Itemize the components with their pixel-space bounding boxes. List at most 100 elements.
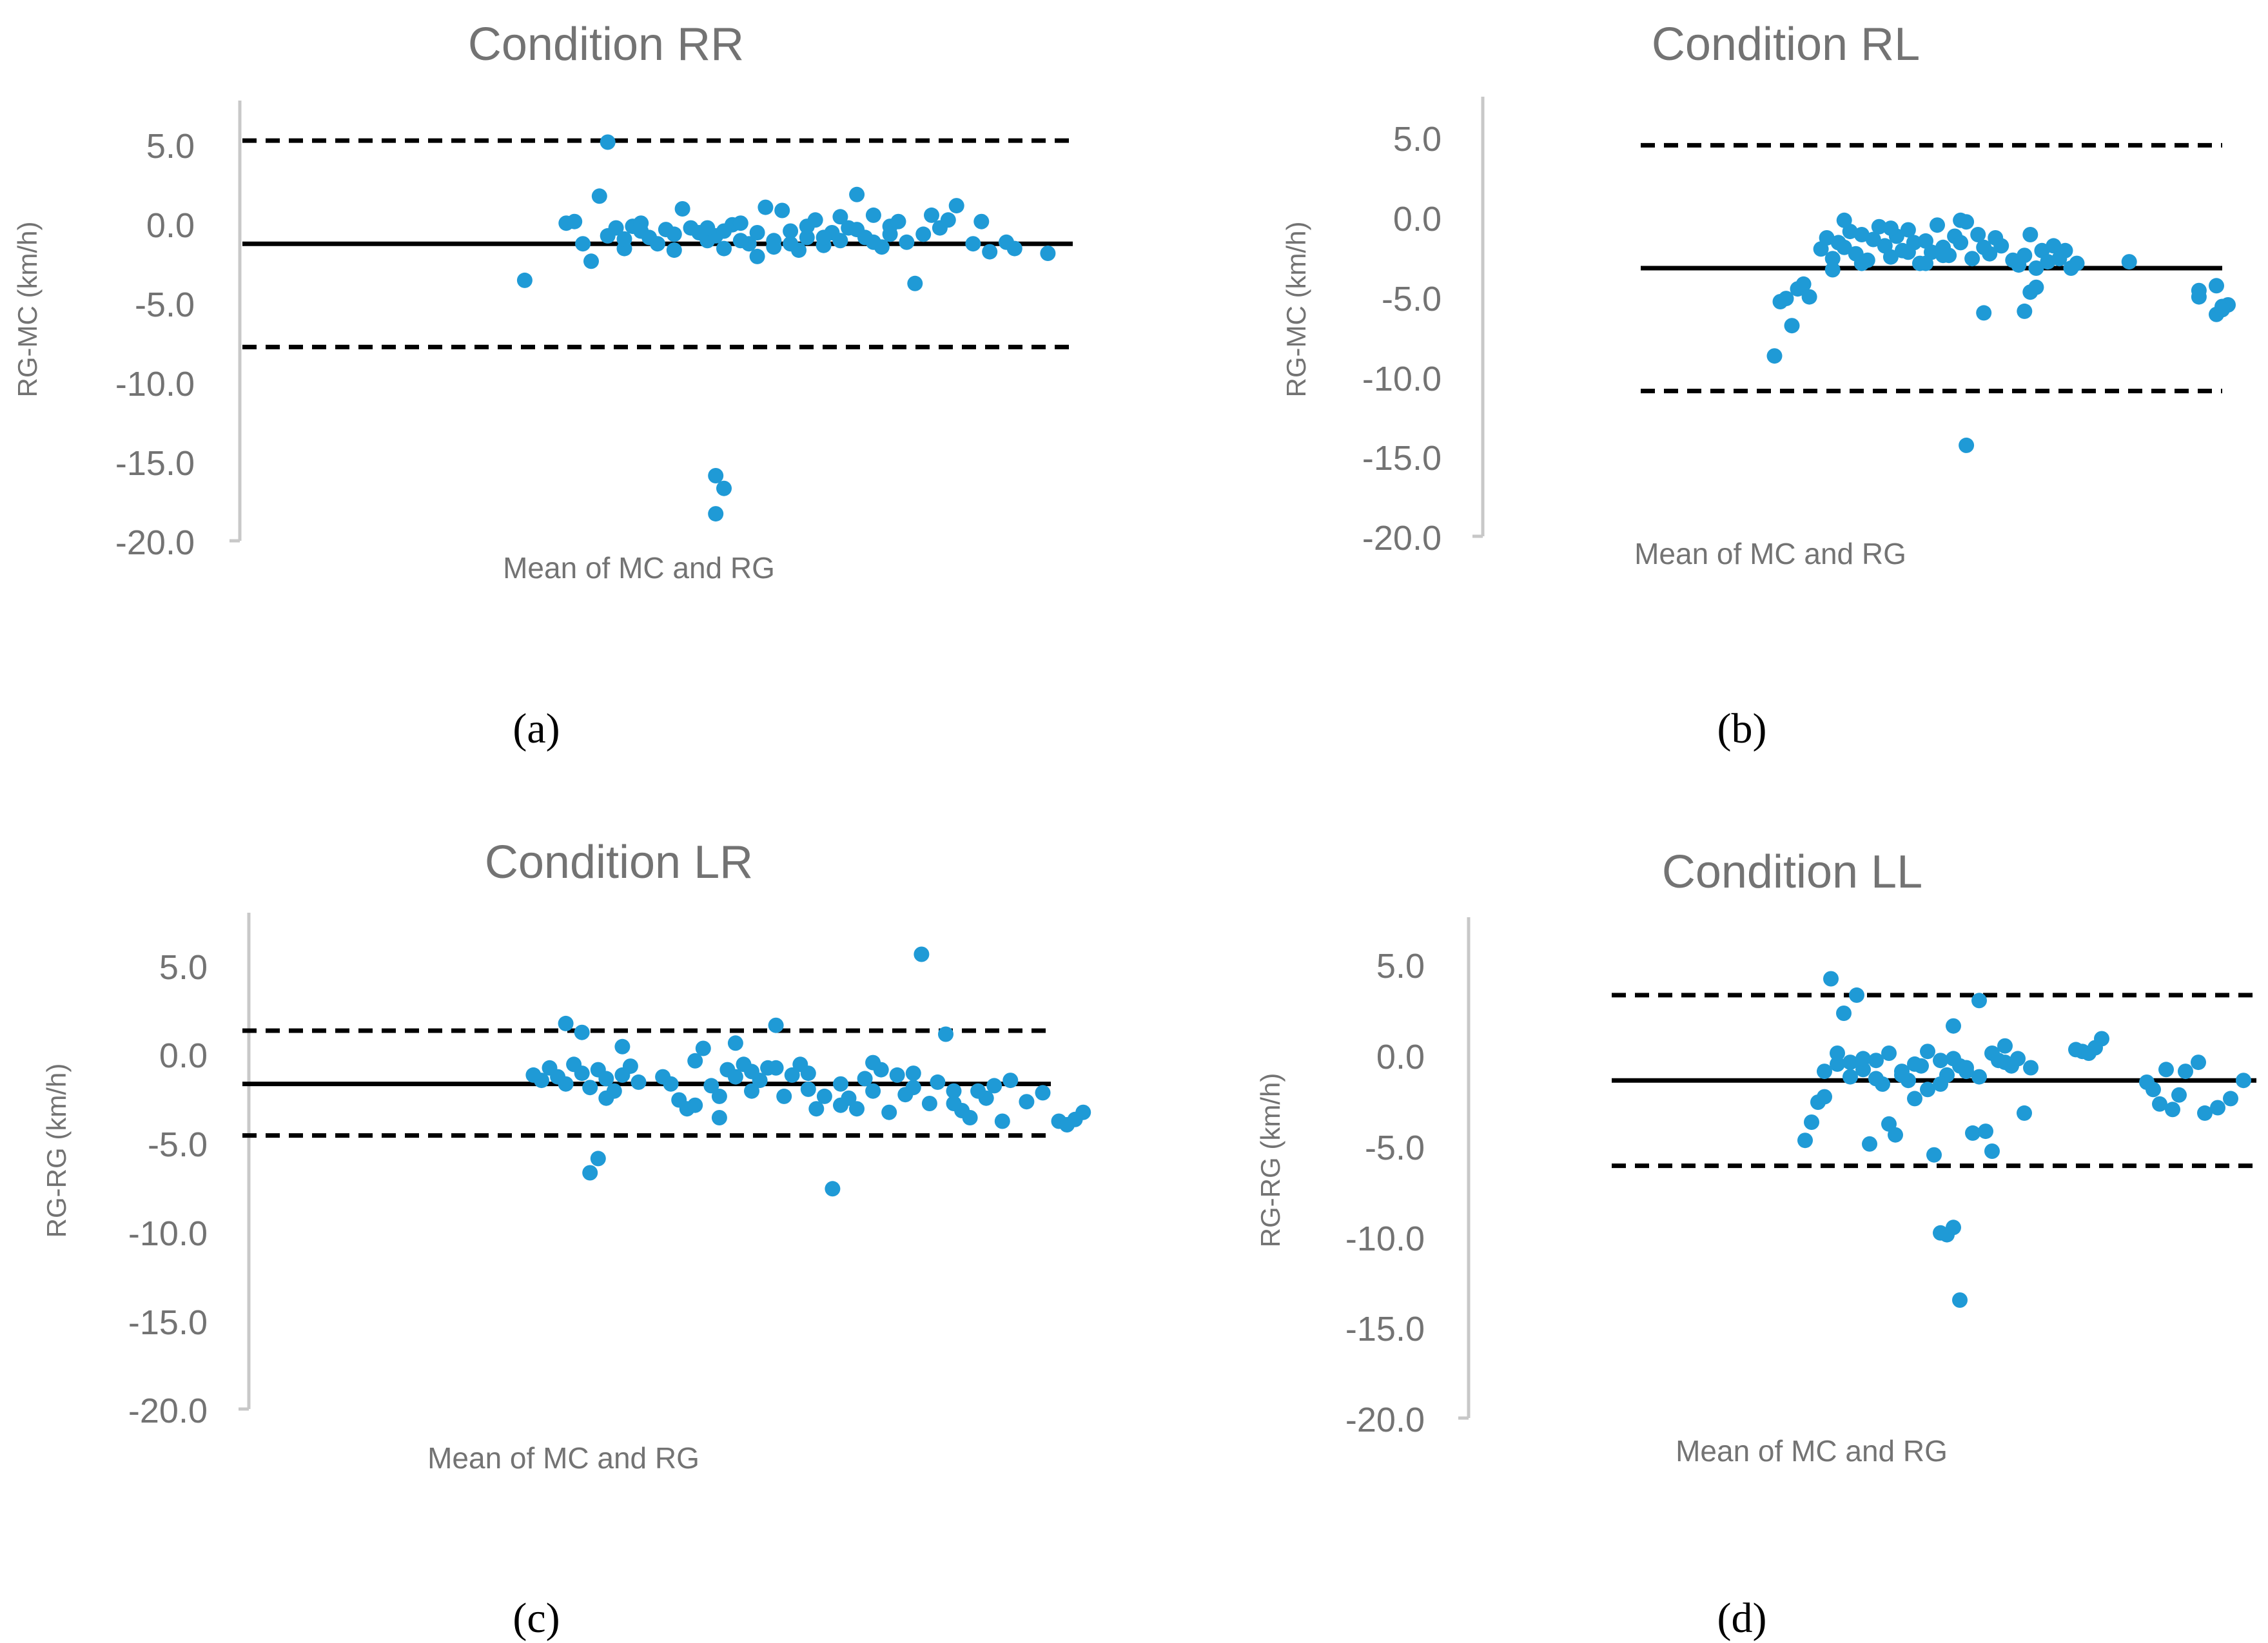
data-point xyxy=(889,1067,905,1083)
chart-title: Condition LR xyxy=(485,837,753,888)
data-point xyxy=(2022,227,2038,242)
data-point xyxy=(1997,1055,2013,1071)
data-point xyxy=(567,213,583,229)
y-tick-label: -5.0 xyxy=(148,1125,208,1164)
x-axis-label: Mean of MC and RG xyxy=(1676,1434,1948,1468)
y-tick-label: -15.0 xyxy=(128,1303,208,1342)
y-tick-label: 5.0 xyxy=(159,948,208,987)
data-point xyxy=(1853,227,1870,242)
y-tick-labels: 5.0 0.0 -5.0 -10.0 -15.0 -20.0 xyxy=(1345,947,1425,1439)
data-point xyxy=(2069,255,2085,271)
data-point xyxy=(674,201,690,217)
data-point xyxy=(687,1097,703,1113)
data-point xyxy=(598,1071,614,1087)
data-point xyxy=(857,1071,873,1087)
data-point xyxy=(1953,212,1969,228)
data-point xyxy=(1855,1051,1871,1067)
data-point xyxy=(1997,1038,2013,1054)
data-point xyxy=(1855,1062,1871,1078)
data-point xyxy=(948,198,964,214)
data-point xyxy=(1817,1089,1832,1105)
plot-marks xyxy=(1641,142,2236,453)
data-point xyxy=(1930,217,1945,233)
data-point xyxy=(1819,230,1835,246)
x-axis-label: Mean of MC and RG xyxy=(427,1441,699,1475)
y-tick-label: -10.0 xyxy=(115,365,195,403)
data-point xyxy=(749,248,765,264)
data-point xyxy=(583,253,599,269)
data-point xyxy=(591,188,607,204)
data-point xyxy=(732,233,748,249)
data-point xyxy=(766,239,782,255)
data-point xyxy=(816,1088,832,1104)
data-point xyxy=(865,1055,881,1071)
data-point xyxy=(1772,294,1788,309)
data-point xyxy=(699,220,716,236)
data-point xyxy=(574,1065,590,1082)
data-point xyxy=(2017,1105,2032,1121)
panel-caption: (b) xyxy=(1717,705,1767,752)
data-point xyxy=(2158,1062,2174,1078)
y-tick-label: -5.0 xyxy=(135,286,195,324)
data-point xyxy=(703,1078,719,1094)
data-point xyxy=(695,1040,711,1056)
data-point xyxy=(1804,1114,1819,1130)
data-point xyxy=(1019,1094,1035,1110)
y-axis-label: RG-MC (km/h) xyxy=(1281,222,1311,398)
data-point xyxy=(1978,1123,1993,1140)
data-point xyxy=(1817,1064,1832,1080)
data-point xyxy=(1801,289,1817,305)
y-tick-label: -10.0 xyxy=(1345,1220,1425,1258)
data-point xyxy=(1040,246,1056,261)
y-tick-label: 0.0 xyxy=(1393,200,1442,238)
data-point xyxy=(727,1035,743,1051)
data-point xyxy=(1894,1067,1910,1083)
data-point xyxy=(1970,227,1986,242)
data-point xyxy=(2236,1073,2251,1089)
y-axis-label: RG-RG (km/h) xyxy=(41,1064,72,1238)
data-point xyxy=(800,1081,816,1097)
y-tick-label: -20.0 xyxy=(128,1392,208,1430)
data-point xyxy=(986,1078,1002,1094)
y-tick-label: -5.0 xyxy=(1382,280,1442,318)
data-point xyxy=(940,212,956,228)
data-point xyxy=(938,1026,953,1042)
data-point xyxy=(711,1110,727,1125)
data-point xyxy=(2165,1102,2180,1118)
data-point xyxy=(1984,1045,2000,1061)
data-point xyxy=(574,1024,590,1040)
data-point xyxy=(816,229,832,246)
data-point xyxy=(2191,289,2207,305)
data-point xyxy=(1926,1147,1942,1163)
y-tick-label: -20.0 xyxy=(1362,519,1442,558)
data-point xyxy=(727,1069,743,1085)
data-point xyxy=(849,222,865,238)
data-point xyxy=(2214,302,2230,318)
data-point xyxy=(1784,318,1800,334)
plot-marks xyxy=(1612,971,2256,1308)
data-point xyxy=(865,234,881,250)
data-point xyxy=(849,1101,865,1117)
data-point xyxy=(1862,1136,1877,1152)
data-point xyxy=(1971,1069,1987,1085)
data-point xyxy=(1830,1045,1845,1061)
data-point xyxy=(946,1083,962,1099)
data-point xyxy=(1836,1006,1852,1021)
y-tick-label: 0.0 xyxy=(146,206,195,245)
data-point xyxy=(930,1074,946,1090)
data-point xyxy=(600,134,616,150)
y-tick-labels: 5.0 0.0 -5.0 -10.0 -15.0 -20.0 xyxy=(1362,120,1442,558)
data-point xyxy=(1907,1056,1922,1072)
data-point xyxy=(1823,971,1839,987)
data-point xyxy=(582,1080,598,1096)
data-point xyxy=(1946,1220,1961,1236)
data-point xyxy=(1766,348,1783,364)
data-point xyxy=(2040,254,2056,270)
chart-title: Condition RL xyxy=(1652,19,1920,70)
data-point xyxy=(1946,1018,1961,1034)
data-point xyxy=(558,1015,574,1031)
panel-caption: (c) xyxy=(513,1595,560,1642)
data-point xyxy=(2178,1064,2193,1080)
data-point xyxy=(1882,249,1899,265)
